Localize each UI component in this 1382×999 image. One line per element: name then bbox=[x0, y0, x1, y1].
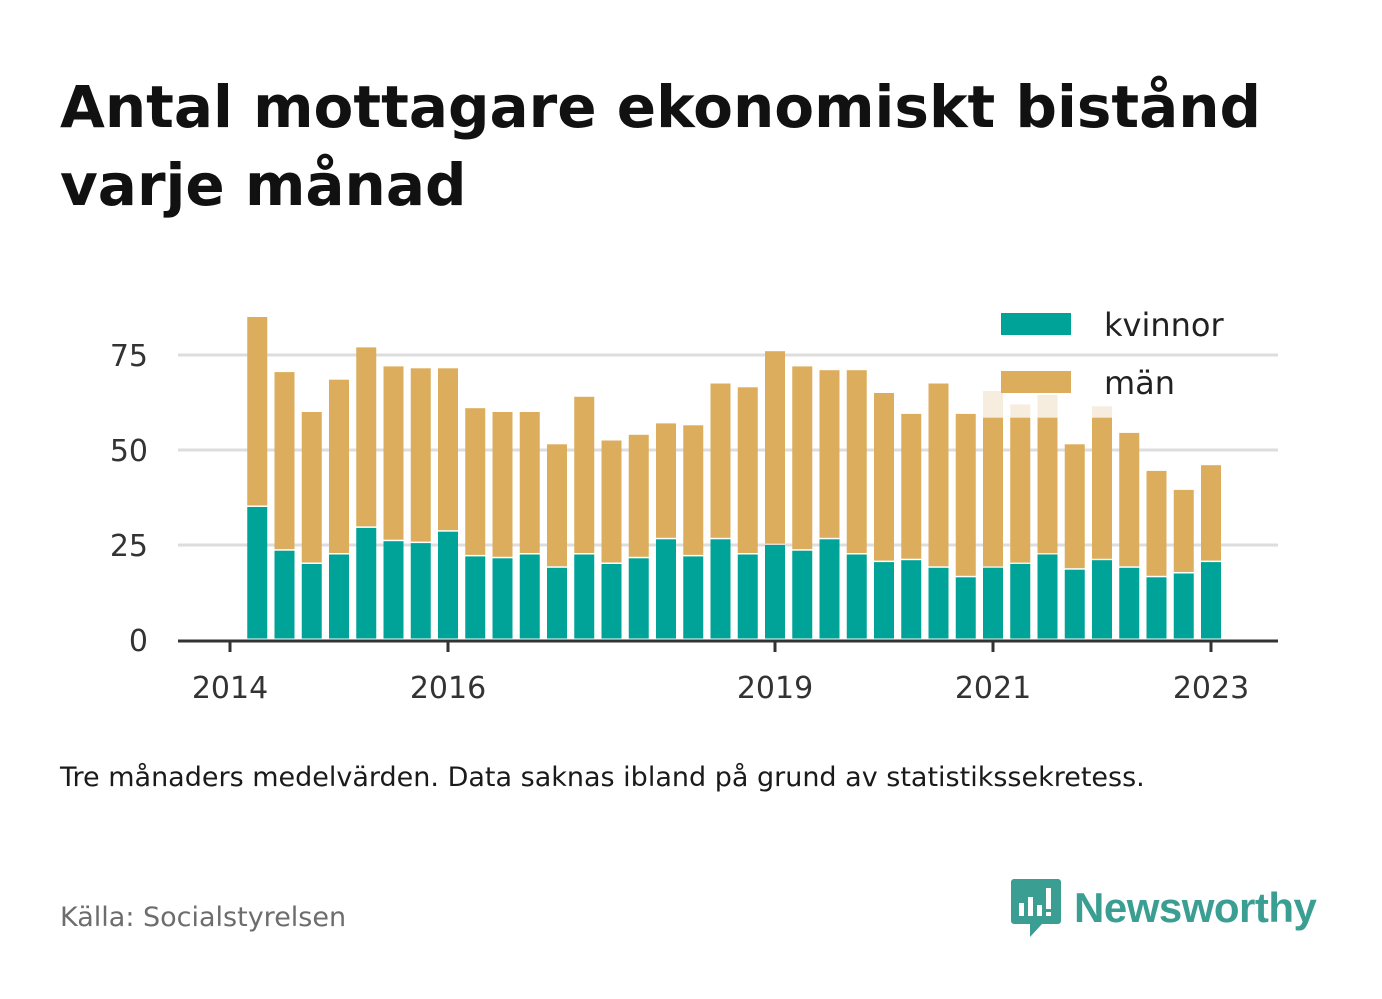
bar-man bbox=[383, 366, 404, 540]
bar-kvinnor bbox=[547, 567, 567, 639]
bar-kvinnor bbox=[737, 554, 758, 639]
bar-man bbox=[846, 370, 867, 553]
y-tick-labels: 0 25 50 75 bbox=[110, 339, 148, 659]
x-tick-label: 2016 bbox=[410, 671, 486, 706]
y-tick-label: 25 bbox=[110, 529, 148, 564]
legend-swatch-man bbox=[1001, 371, 1071, 393]
bar-kvinnor bbox=[683, 556, 704, 639]
bar-man bbox=[601, 440, 622, 563]
bar-man bbox=[465, 408, 486, 555]
bar-man bbox=[274, 372, 295, 550]
bar-man bbox=[1173, 489, 1194, 572]
bar-man bbox=[247, 317, 268, 506]
bar-kvinnor bbox=[928, 567, 949, 639]
bar-man bbox=[901, 413, 922, 559]
bar-man bbox=[737, 387, 758, 553]
bar-man bbox=[819, 370, 840, 538]
bar-kvinnor bbox=[383, 541, 404, 639]
bar-kvinnor bbox=[574, 554, 595, 639]
bar-kvinnor bbox=[1146, 577, 1167, 639]
bar-man bbox=[792, 366, 813, 550]
bar-kvinnor bbox=[628, 558, 649, 639]
bar-kvinnor bbox=[901, 560, 922, 639]
bar-man bbox=[1010, 417, 1031, 563]
bar-kvinnor bbox=[274, 550, 295, 639]
bar-kvinnor bbox=[1119, 567, 1140, 639]
bar-man bbox=[765, 351, 785, 544]
legend: kvinnor män bbox=[982, 300, 1254, 402]
bar-kvinnor bbox=[1064, 569, 1085, 639]
bar-kvinnor bbox=[247, 507, 268, 639]
bar-man bbox=[710, 383, 731, 538]
bar-man bbox=[438, 368, 458, 531]
bar-kvinnor bbox=[1010, 564, 1031, 639]
chart-title: Antal mottagare ekonomiskt bistånd varje… bbox=[60, 73, 1262, 219]
legend-label: kvinnor bbox=[1104, 306, 1225, 344]
bar-kvinnor bbox=[410, 543, 431, 639]
bar-kvinnor bbox=[874, 562, 894, 639]
x-tick-label: 2021 bbox=[955, 671, 1031, 706]
bar-man bbox=[955, 413, 976, 576]
x-tick-label: 2023 bbox=[1173, 671, 1249, 706]
brand-name: Newsworthy bbox=[1074, 884, 1317, 931]
x-axis bbox=[178, 639, 1278, 652]
chart-note: Tre månaders medelvärden. Data saknas ib… bbox=[60, 762, 1145, 793]
x-tick-label: 2014 bbox=[192, 671, 268, 706]
bar-man bbox=[1037, 417, 1058, 553]
bar-man bbox=[410, 368, 431, 542]
bar-kvinnor bbox=[465, 556, 486, 639]
legend-label: män bbox=[1104, 364, 1175, 402]
bars bbox=[247, 317, 1221, 639]
source-label: Källa: Socialstyrelsen bbox=[60, 902, 347, 933]
bar-kvinnor bbox=[301, 564, 322, 639]
bar-kvinnor bbox=[1037, 554, 1058, 639]
bar-kvinnor bbox=[356, 527, 377, 639]
newsworthy-logo-icon bbox=[1011, 879, 1061, 937]
y-tick-label: 0 bbox=[129, 624, 148, 659]
bar-man bbox=[628, 434, 649, 557]
bar-kvinnor bbox=[329, 554, 349, 639]
bar-man bbox=[356, 347, 377, 527]
bar-kvinnor bbox=[765, 545, 785, 639]
bar-kvinnor bbox=[819, 539, 840, 639]
bar-man bbox=[683, 425, 704, 555]
y-tick-label: 75 bbox=[110, 339, 148, 374]
bar-man bbox=[983, 417, 1003, 567]
bar-man bbox=[547, 444, 567, 567]
bar-man bbox=[1146, 470, 1167, 576]
y-tick-label: 50 bbox=[110, 434, 148, 469]
bar-kvinnor bbox=[792, 550, 813, 639]
bar-kvinnor bbox=[656, 539, 676, 639]
x-tick-labels: 2014 2016 2019 2021 2023 bbox=[192, 671, 1249, 706]
bar-man bbox=[1201, 465, 1221, 561]
bar-kvinnor bbox=[519, 554, 540, 639]
x-tick-label: 2019 bbox=[737, 671, 813, 706]
bar-kvinnor bbox=[438, 531, 458, 639]
bar-man bbox=[492, 412, 513, 557]
bar-kvinnor bbox=[983, 567, 1003, 639]
bar-man bbox=[574, 396, 595, 553]
bar-man bbox=[874, 393, 894, 561]
bar-kvinnor bbox=[601, 564, 622, 639]
bar-kvinnor bbox=[846, 554, 867, 639]
newsworthy-logo[interactable]: Newsworthy bbox=[1010, 876, 1317, 940]
bar-man bbox=[329, 379, 349, 553]
bar-man bbox=[1092, 417, 1112, 559]
bar-kvinnor bbox=[1092, 560, 1112, 639]
bar-man bbox=[928, 383, 949, 567]
bar-kvinnor bbox=[1201, 562, 1221, 639]
bar-man bbox=[1119, 432, 1140, 567]
legend-swatch-kvinnor bbox=[1001, 313, 1071, 335]
bar-kvinnor bbox=[955, 577, 976, 639]
bar-kvinnor bbox=[710, 539, 731, 639]
bar-kvinnor bbox=[1173, 573, 1194, 639]
bar-man bbox=[519, 412, 540, 553]
bar-man bbox=[301, 412, 322, 563]
bar-man bbox=[1064, 444, 1085, 569]
bar-kvinnor bbox=[492, 558, 513, 639]
bar-man bbox=[656, 423, 676, 538]
